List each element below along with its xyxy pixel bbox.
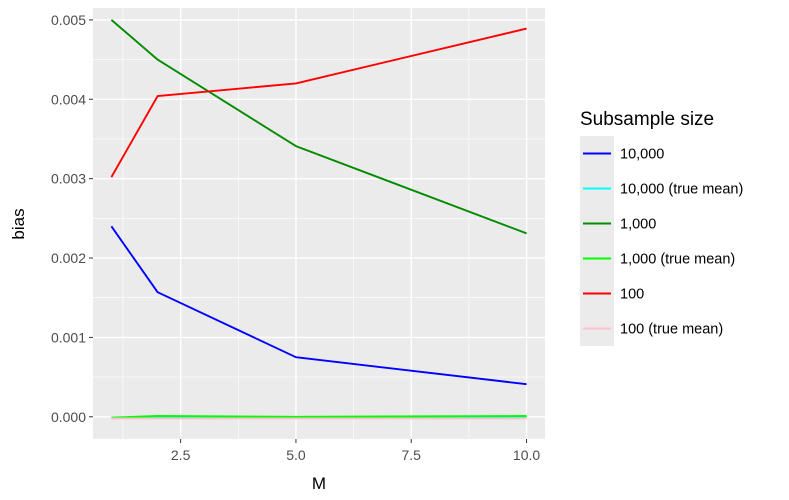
legend-label: 10,000 xyxy=(620,147,664,163)
x-tick-label: 7.5 xyxy=(402,447,422,463)
series-line-4 xyxy=(110,27,527,178)
y-tick-label: 0.005 xyxy=(51,12,86,28)
y-tick-label: 0.004 xyxy=(51,91,86,107)
series-line-2 xyxy=(110,19,527,235)
series-line-0 xyxy=(110,225,527,386)
plot-panel xyxy=(93,8,545,439)
y-tick-label: 0.000 xyxy=(51,409,86,425)
x-axis: 2.5 5.0 7.5 10.0 xyxy=(171,439,540,463)
legend-label: 1,000 xyxy=(620,217,656,233)
y-tick-label: 0.002 xyxy=(51,250,86,266)
x-tick-label: 5.0 xyxy=(286,447,306,463)
series-line-3 xyxy=(111,415,527,419)
legend-label: 100 xyxy=(620,287,644,303)
y-axis-title: bias xyxy=(9,208,28,239)
legend: Subsample size 10,000 10,000 (true mean) 1… xyxy=(580,109,743,346)
x-axis-title: M xyxy=(312,474,326,493)
legend-title: Subsample size xyxy=(580,109,714,130)
x-tick-label: 10.0 xyxy=(513,447,540,463)
legend-label: 1,000 (true mean) xyxy=(620,252,735,268)
legend-label: 10,000 (true mean) xyxy=(620,182,743,198)
legend-label: 100 (true mean) xyxy=(620,322,723,338)
y-tick-label: 0.003 xyxy=(51,171,86,187)
y-axis: 0.000 0.001 0.002 0.003 0.004 0.005 xyxy=(51,12,93,425)
y-tick-label: 0.001 xyxy=(51,329,86,345)
x-tick-label: 2.5 xyxy=(171,447,191,463)
series-lines xyxy=(110,19,527,420)
